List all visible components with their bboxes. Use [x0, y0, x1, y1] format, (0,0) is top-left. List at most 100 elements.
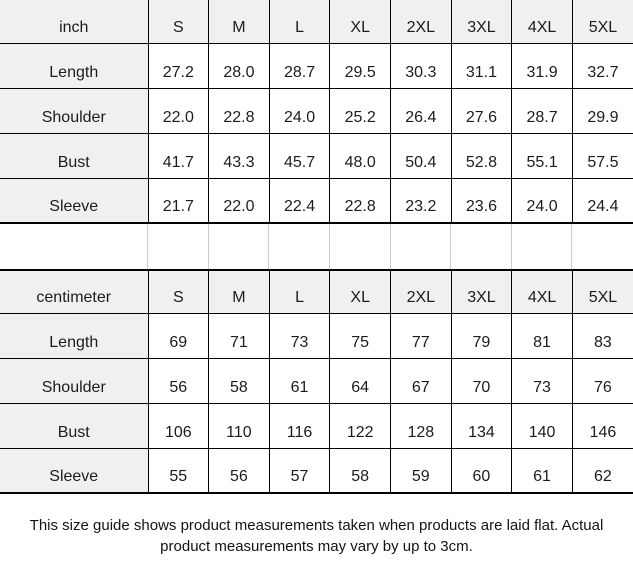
- value-cell: 24.0: [511, 177, 573, 224]
- spacer-cell: [0, 224, 148, 269]
- size-header-cell: S: [147, 0, 210, 44]
- row-label-cell: Bust: [0, 132, 149, 179]
- value-cell: 134: [450, 402, 513, 449]
- table-row: Shoulder 22.0 22.8 24.0 25.2 26.4 27.6 2…: [0, 87, 633, 134]
- value-cell: 28.7: [511, 87, 573, 134]
- table-row: Sleeve 21.7 22.0 22.4 22.8 23.2 23.6 24.…: [0, 177, 633, 224]
- value-cell: 116: [268, 402, 331, 449]
- value-cell: 29.9: [571, 87, 633, 134]
- value-cell: 71: [208, 312, 270, 359]
- row-label-cell: Sleeve: [0, 177, 149, 224]
- value-cell: 23.6: [450, 177, 513, 224]
- value-cell: 28.7: [268, 42, 331, 89]
- value-cell: 76: [571, 357, 633, 404]
- row-label-cell: Shoulder: [0, 87, 149, 134]
- table-header-row: inch S M L XL 2XL 3XL 4XL 5XL: [0, 0, 633, 44]
- inch-size-table: inch S M L XL 2XL 3XL 4XL 5XL Length 27.…: [0, 0, 633, 224]
- size-header-cell: XL: [329, 269, 391, 314]
- value-cell: 22.8: [329, 177, 391, 224]
- unit-header-cell: centimeter: [0, 269, 149, 314]
- value-cell: 56: [208, 447, 270, 494]
- table-row: Shoulder 56 58 61 64 67 70 73 76: [0, 357, 633, 404]
- value-cell: 31.1: [450, 42, 513, 89]
- value-cell: 30.3: [390, 42, 452, 89]
- value-cell: 60: [450, 447, 513, 494]
- value-cell: 122: [329, 402, 391, 449]
- spacer-cell: [572, 224, 633, 269]
- value-cell: 56: [147, 357, 210, 404]
- value-cell: 22.0: [147, 87, 210, 134]
- spacer-cell: [451, 224, 512, 269]
- value-cell: 58: [329, 447, 391, 494]
- table-row: Sleeve 55 56 57 58 59 60 61 62: [0, 447, 633, 494]
- value-cell: 55.1: [511, 132, 573, 179]
- value-cell: 43.3: [208, 132, 270, 179]
- value-cell: 58: [208, 357, 270, 404]
- value-cell: 25.2: [329, 87, 391, 134]
- value-cell: 73: [268, 312, 331, 359]
- value-cell: 79: [450, 312, 513, 359]
- table-row: Length 27.2 28.0 28.7 29.5 30.3 31.1 31.…: [0, 42, 633, 89]
- row-label-cell: Length: [0, 42, 149, 89]
- value-cell: 21.7: [147, 177, 210, 224]
- row-label-cell: Bust: [0, 402, 149, 449]
- value-cell: 73: [511, 357, 573, 404]
- value-cell: 110: [208, 402, 270, 449]
- value-cell: 26.4: [390, 87, 452, 134]
- table-row: Bust 41.7 43.3 45.7 48.0 50.4 52.8 55.1 …: [0, 132, 633, 179]
- value-cell: 52.8: [450, 132, 513, 179]
- value-cell: 22.0: [208, 177, 270, 224]
- value-cell: 29.5: [329, 42, 391, 89]
- spacer-cell: [209, 224, 270, 269]
- size-header-cell: 2XL: [390, 269, 452, 314]
- value-cell: 69: [147, 312, 210, 359]
- value-cell: 23.2: [390, 177, 452, 224]
- size-header-cell: L: [268, 269, 331, 314]
- spacer-cell: [391, 224, 452, 269]
- value-cell: 50.4: [390, 132, 452, 179]
- value-cell: 61: [268, 357, 331, 404]
- size-header-cell: L: [268, 0, 331, 44]
- row-label-cell: Length: [0, 312, 149, 359]
- row-label-cell: Shoulder: [0, 357, 149, 404]
- spacer-cell: [512, 224, 573, 269]
- value-cell: 31.9: [511, 42, 573, 89]
- value-cell: 24.0: [268, 87, 331, 134]
- row-label-cell: Sleeve: [0, 447, 149, 494]
- size-header-cell: XL: [329, 0, 391, 44]
- size-header-cell: 5XL: [571, 0, 633, 44]
- value-cell: 45.7: [268, 132, 331, 179]
- value-cell: 140: [511, 402, 573, 449]
- table-row: Bust 106 110 116 122 128 134 140 146: [0, 402, 633, 449]
- value-cell: 146: [571, 402, 633, 449]
- value-cell: 61: [511, 447, 573, 494]
- value-cell: 41.7: [147, 132, 210, 179]
- value-cell: 57: [268, 447, 331, 494]
- size-header-cell: M: [208, 269, 270, 314]
- table-header-row: centimeter S M L XL 2XL 3XL 4XL 5XL: [0, 269, 633, 314]
- value-cell: 67: [390, 357, 452, 404]
- value-cell: 77: [390, 312, 452, 359]
- value-cell: 128: [390, 402, 452, 449]
- value-cell: 55: [147, 447, 210, 494]
- spacer-cell: [330, 224, 391, 269]
- unit-header-cell: inch: [0, 0, 149, 44]
- value-cell: 28.0: [208, 42, 270, 89]
- table-spacer: [0, 224, 633, 269]
- value-cell: 27.2: [147, 42, 210, 89]
- size-header-cell: 4XL: [511, 0, 573, 44]
- size-header-cell: S: [147, 269, 210, 314]
- value-cell: 22.8: [208, 87, 270, 134]
- value-cell: 57.5: [571, 132, 633, 179]
- size-header-cell: 3XL: [450, 0, 513, 44]
- value-cell: 62: [571, 447, 633, 494]
- size-header-cell: 5XL: [571, 269, 633, 314]
- value-cell: 70: [450, 357, 513, 404]
- measurement-note: This size guide shows product measuremen…: [29, 517, 604, 555]
- value-cell: 81: [511, 312, 573, 359]
- value-cell: 32.7: [571, 42, 633, 89]
- spacer-cell: [269, 224, 330, 269]
- value-cell: 64: [329, 357, 391, 404]
- value-cell: 83: [571, 312, 633, 359]
- value-cell: 48.0: [329, 132, 391, 179]
